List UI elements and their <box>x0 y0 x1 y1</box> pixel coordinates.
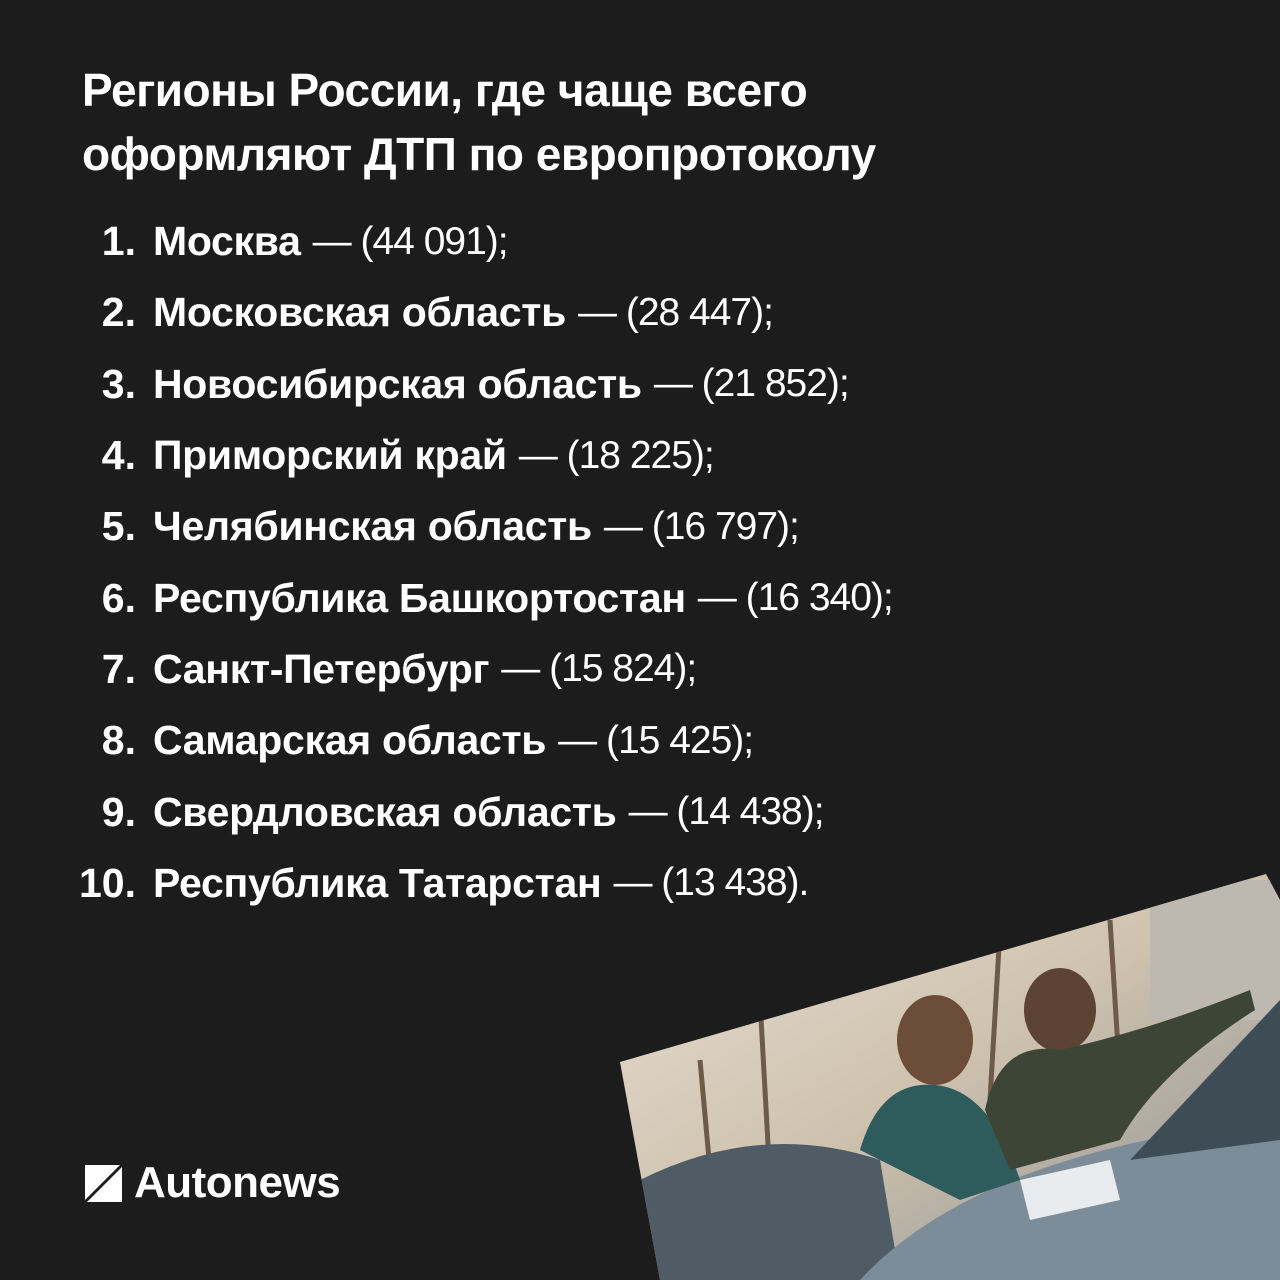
list-item: 8. Самарская область — (15 425); <box>60 705 893 776</box>
region-value: — (14 438); <box>628 790 825 834</box>
region-name: Московская область <box>153 289 566 336</box>
region-value: — (28 447); <box>578 290 774 334</box>
rank: 1. <box>101 218 136 265</box>
rank: 10. <box>79 859 136 906</box>
region-name: Челябинская область <box>153 503 592 550</box>
list-item: 7. Санкт-Петербург — (15 824); <box>60 634 893 705</box>
list-item: 2. Московская область — (28 447); <box>60 277 893 348</box>
region-value: — (16 340); <box>697 576 894 620</box>
autonews-logo-mark-icon <box>85 1164 122 1202</box>
autonews-logo: Autonews <box>85 1158 341 1208</box>
rank: 9. <box>101 788 136 835</box>
page-title: Регионы России, где чаще всего оформляют… <box>82 58 876 186</box>
region-value: — (44 091); <box>312 219 509 263</box>
region-name: Приморский край <box>153 432 507 479</box>
region-name: Свердловская область <box>153 788 617 835</box>
region-name: Республика Татарстан <box>153 859 602 906</box>
regions-list: 1. Москва — (44 091); 2. Московская область… <box>60 206 894 919</box>
list-item: 5. Челябинская область — (16 797); <box>60 491 893 562</box>
rank: 4. <box>101 432 136 479</box>
region-name: Республика Башкортостан <box>153 574 686 621</box>
rank: 5. <box>101 503 136 550</box>
rank: 3. <box>101 360 136 407</box>
list-item: 1. Москва — (44 091); <box>60 206 893 277</box>
region-value: — (16 797); <box>603 504 800 548</box>
title-line-2: оформляют ДТП по европротоколу <box>82 128 876 180</box>
region-value: — (15 824); <box>501 647 697 691</box>
region-value: — (13 438). <box>613 861 809 905</box>
region-value: — (15 425); <box>558 718 754 762</box>
title-line-1: Регионы России, где чаще всего <box>82 64 808 116</box>
rank: 2. <box>101 289 136 336</box>
list-item: 6. Республика Башкортостан — (16 340); <box>60 562 894 633</box>
list-item: 3. Новосибирская область — (21 852); <box>60 349 893 420</box>
list-item: 10. Республика Татарстан — (13 438). <box>60 848 893 919</box>
list-item: 4. Приморский край — (18 225); <box>60 420 893 491</box>
rank: 7. <box>101 645 136 692</box>
list-item: 9. Свердловская область — (14 438); <box>60 776 893 847</box>
rank: 6. <box>101 574 136 621</box>
logo-text: Autonews <box>134 1158 341 1207</box>
region-name: Санкт-Петербург <box>153 645 490 692</box>
region-value: — (21 852); <box>653 362 850 406</box>
region-name: Москва <box>153 218 301 265</box>
region-name: Новосибирская область <box>153 360 642 407</box>
region-name: Самарская область <box>153 717 547 764</box>
region-value: — (18 225); <box>518 433 715 477</box>
rank: 8. <box>101 717 136 764</box>
